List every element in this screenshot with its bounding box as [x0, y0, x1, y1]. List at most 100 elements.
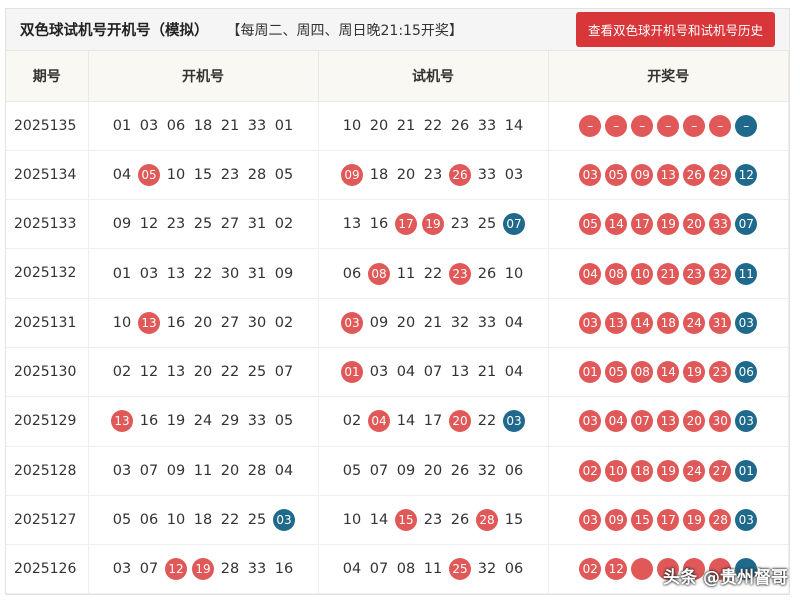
table-row: 2025134 04 05 10 15 23 28 05 09 18 20 23 26 33 03 03 05 0…: [6, 150, 789, 201]
blue-ball: 03: [503, 410, 525, 433]
open-numbers: 03 07 09 11 20 28 04: [88, 446, 319, 496]
red-ball: 24: [683, 459, 706, 482]
number: 12: [139, 364, 159, 381]
red-ball: 23: [449, 262, 471, 285]
number: 09: [112, 216, 132, 233]
number: 13: [342, 216, 362, 233]
blue-ball: 12: [735, 163, 758, 186]
number: 03: [369, 364, 389, 381]
number: 19: [166, 413, 186, 430]
number: 29: [220, 413, 240, 430]
number: 21: [423, 314, 443, 331]
number: 20: [396, 166, 416, 183]
open-numbers: 13 16 19 24 29 33 05: [88, 396, 319, 447]
test-numbers: 03 09 20 21 32 33 04: [318, 298, 549, 348]
number: 07: [139, 561, 159, 578]
number: 24: [193, 413, 213, 430]
number: 23: [450, 216, 470, 233]
red-ball: 15: [631, 509, 654, 532]
open-numbers: 09 12 23 25 27 31 02: [88, 199, 319, 250]
open-numbers: 03 07 12 19 28 33 16: [88, 544, 319, 595]
number: 16: [274, 561, 294, 578]
red-ball: 13: [138, 311, 160, 334]
number: 03: [139, 265, 159, 282]
open-numbers: 04 05 10 15 23 28 05: [88, 150, 319, 201]
number: 05: [274, 166, 294, 183]
red-ball: 04: [605, 410, 628, 433]
test-numbers: 13 16 17 19 23 25 07: [318, 199, 549, 250]
lottery-panel: 双色球试机号开机号（模拟） 【每周二、周四、周日晚21:15开奖】 查看双色球开…: [5, 8, 790, 596]
number: 33: [247, 413, 267, 430]
red-ball: 14: [605, 213, 628, 236]
red-ball: 12: [605, 558, 628, 581]
red-ball: 23: [709, 361, 732, 384]
red-ball: 32: [709, 262, 732, 285]
blue-ball: 01: [735, 459, 758, 482]
number: 22: [423, 117, 443, 134]
number: 21: [396, 117, 416, 134]
view-history-button[interactable]: 查看双色球开机号和试机号历史: [575, 12, 775, 47]
red-ball: 09: [341, 163, 363, 186]
number: 14: [396, 413, 416, 430]
number: 22: [220, 364, 240, 381]
number: 11: [193, 462, 213, 479]
red-ball: 26: [449, 163, 471, 186]
number: 28: [220, 561, 240, 578]
number: 20: [220, 462, 240, 479]
open-numbers: 02 12 13 20 22 25 07: [88, 347, 319, 398]
page-title: 双色球试机号开机号（模拟）: [20, 23, 209, 39]
red-ball: 26: [683, 163, 706, 186]
number: 13: [450, 364, 470, 381]
number: 30: [220, 265, 240, 282]
red-ball: 08: [605, 262, 628, 285]
test-numbers: 06 08 11 22 23 26 10: [318, 248, 549, 299]
red-ball: 05: [579, 213, 602, 236]
test-numbers: 09 18 20 23 26 33 03: [318, 150, 549, 201]
number: 11: [423, 561, 443, 578]
red-ball: 13: [605, 311, 628, 334]
red-ball: 18: [631, 459, 654, 482]
blue-ball: 03: [273, 509, 295, 532]
number: 03: [139, 117, 159, 134]
number: 01: [112, 117, 132, 134]
issue-number: 2025132: [6, 248, 89, 299]
prize-numbers: 02 10 18 19 24 27 01: [548, 446, 789, 496]
number: 22: [220, 512, 240, 529]
table-row: 2025126 03 07 12 19 28 33 16 04 07 08 11 25 32 06 02 12: [6, 544, 789, 595]
red-ball: [631, 558, 654, 581]
issue-number: 2025134: [6, 150, 89, 201]
number: 09: [274, 265, 294, 282]
red-ball: 10: [631, 262, 654, 285]
number: 04: [396, 364, 416, 381]
number: 17: [423, 413, 443, 430]
red-ball: 07: [631, 410, 654, 433]
number: 06: [504, 561, 524, 578]
issue-number: 2025130: [6, 347, 89, 398]
number: 10: [504, 265, 524, 282]
red-ball: 20: [683, 213, 706, 236]
number: 04: [342, 561, 362, 578]
red-ball: 18: [657, 311, 680, 334]
number: 25: [477, 216, 497, 233]
red-ball: 03: [579, 311, 602, 334]
test-numbers: 05 07 09 20 26 32 06: [318, 446, 549, 496]
number: 02: [274, 314, 294, 331]
red-ball: 04: [368, 410, 390, 433]
red-ball: 21: [657, 262, 680, 285]
table-row: 2025127 05 06 10 18 22 25 03 10 14 15 23 26 28 15 03 09 1…: [6, 495, 789, 546]
table-row: 2025129 13 16 19 24 29 33 05 02 04 14 17 20 22 03 03 04 0…: [6, 396, 789, 447]
issue-number: 2025127: [6, 495, 89, 546]
red-ball: 01: [341, 361, 363, 384]
red-ball: 14: [657, 361, 680, 384]
number: 13: [166, 265, 186, 282]
red-ball: 03: [579, 410, 602, 433]
number: 22: [193, 265, 213, 282]
number: 33: [247, 117, 267, 134]
results-table: 期号 开机号 试机号 开奖号 2025135 01 03 06 18 21 33 01 10 20…: [6, 51, 789, 595]
number: 26: [450, 512, 470, 529]
red-ball: –: [631, 114, 654, 137]
red-ball: 02: [579, 459, 602, 482]
red-ball: 23: [683, 262, 706, 285]
red-ball: 20: [449, 410, 471, 433]
number: 10: [112, 314, 132, 331]
